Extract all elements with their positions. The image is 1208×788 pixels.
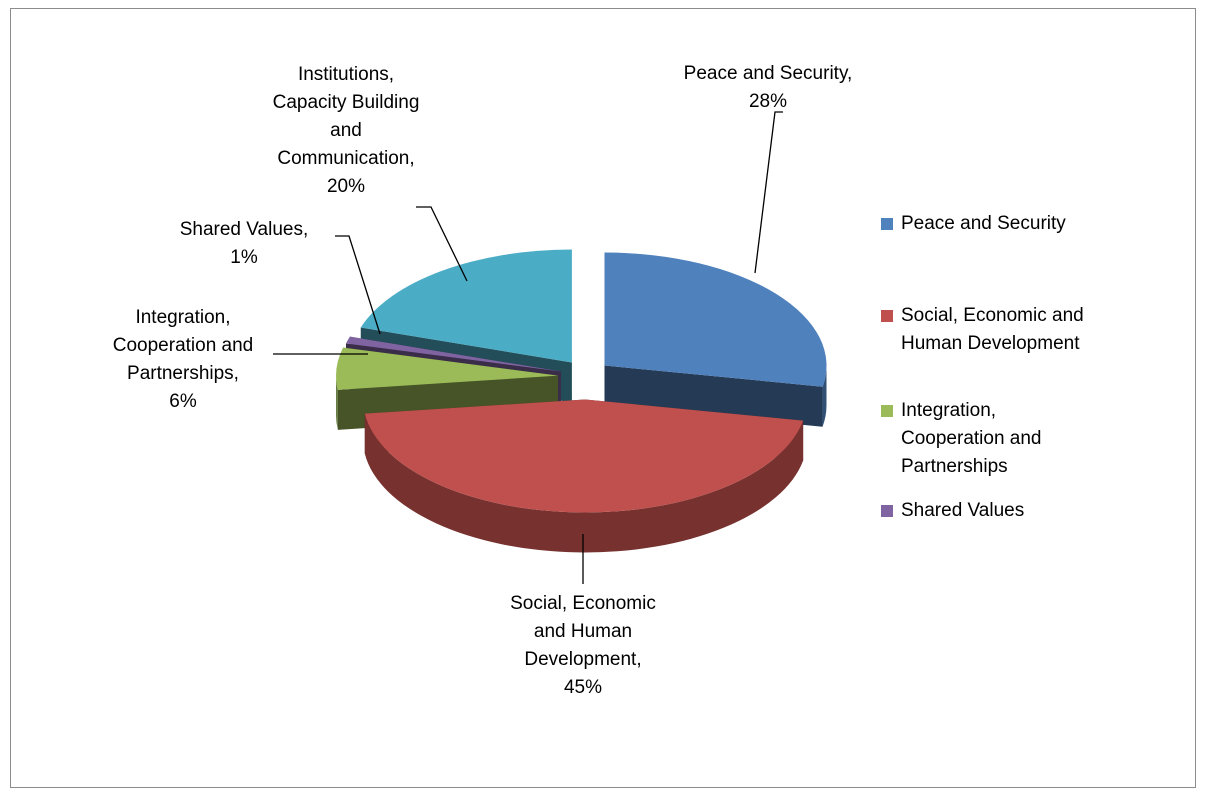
- data-label-institutions-capacity-building-and-communication: Institutions, Capacity Building and Communi…: [273, 64, 420, 197]
- legend-item: Social, Economic and Human Development: [881, 305, 1084, 354]
- slice-top: [346, 336, 562, 372]
- legend-swatch: [881, 310, 893, 322]
- leader-line: [416, 206, 468, 282]
- slice-peace-and-security: [604, 252, 827, 427]
- leader-line: [754, 111, 783, 274]
- legend-item: Peace and Security: [881, 213, 1066, 234]
- legend-label: Shared Values: [901, 500, 1024, 521]
- data-label-peace-and-security: Peace and Security, 28%: [684, 63, 853, 112]
- legend-swatch: [881, 405, 893, 417]
- slice-rim: [336, 375, 338, 430]
- slice-rim: [364, 413, 804, 553]
- slice-top: [360, 249, 572, 363]
- slice-wall: [604, 365, 823, 427]
- legend-swatch: [881, 505, 893, 517]
- chart-frame: Peace and Security, 28% Social, Economic an…: [10, 8, 1196, 788]
- data-label-integration-cooperation-and-partnerships: Integration, Cooperation and Partnerships,…: [113, 307, 254, 412]
- legend-item: Shared Values: [881, 500, 1024, 521]
- pie-chart: Peace and Security, 28% Social, Economic an…: [113, 63, 1084, 698]
- slice-top: [336, 347, 559, 390]
- legend-item: Integration, Cooperation and Partnerships: [881, 400, 1042, 477]
- legend-label: Integration, Cooperation and Partnerships: [901, 400, 1042, 477]
- slice-rim: [822, 365, 827, 427]
- legend-label: Social, Economic and Human Development: [901, 305, 1084, 354]
- slice-social-economic-and-human-development: [364, 399, 804, 553]
- leader-line: [335, 235, 381, 335]
- legend-swatch: [881, 218, 893, 230]
- pie-slices: [336, 249, 827, 553]
- leader-lines: [273, 111, 783, 584]
- slice-top: [364, 399, 804, 513]
- slice-top: [604, 252, 827, 387]
- legend-label: Peace and Security: [901, 213, 1066, 234]
- legend: Peace and Security Social, Economic and Hu…: [881, 213, 1084, 521]
- data-label-shared-values: Shared Values, 1%: [180, 219, 309, 268]
- data-labels: Peace and Security, 28% Social, Economic an…: [113, 63, 853, 698]
- data-label-social-economic-and-human-development: Social, Economic and Human Development, 45%: [510, 593, 656, 698]
